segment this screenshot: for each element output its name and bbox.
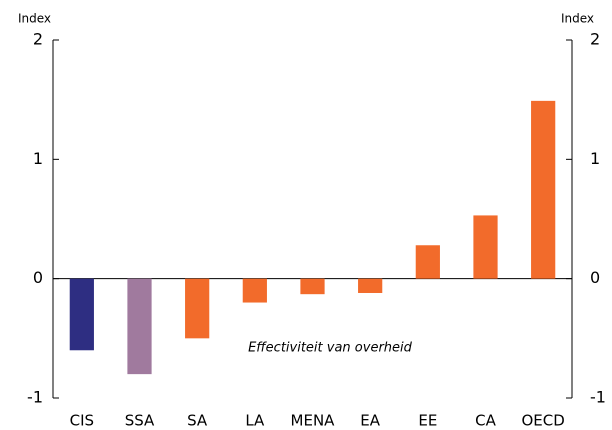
y2-axis-label: Index xyxy=(561,12,594,26)
x-tick-label: EA xyxy=(360,412,380,430)
x-tick-label: MENA xyxy=(291,412,336,430)
bar xyxy=(127,278,152,375)
bar xyxy=(185,278,210,339)
y2-tick-label: -1 xyxy=(590,388,606,407)
bar xyxy=(415,245,440,279)
y2-tick-label: 1 xyxy=(590,149,600,168)
x-tick-label: EE xyxy=(418,412,437,430)
bar xyxy=(242,278,267,303)
bar xyxy=(69,278,94,351)
x-tick-label: OECD xyxy=(522,412,565,430)
bar xyxy=(531,100,556,279)
y2-tick-label: 0 xyxy=(590,268,600,287)
bar xyxy=(300,278,325,295)
y-tick-label: 2 xyxy=(33,30,43,49)
x-tick-label: SSA xyxy=(125,412,155,430)
y-tick-label: -1 xyxy=(27,388,43,407)
bar xyxy=(358,278,383,293)
x-tick-label: LA xyxy=(245,412,265,430)
annotation: Effectiviteit van overheid xyxy=(248,341,413,356)
x-tick-label: CIS xyxy=(70,412,94,430)
y-tick-label: 1 xyxy=(33,149,43,168)
y2-tick-label: 2 xyxy=(590,30,600,49)
y-axis-label: Index xyxy=(18,12,51,26)
y-tick-label: 0 xyxy=(33,268,43,287)
x-tick-label: CA xyxy=(475,412,496,430)
x-tick-label: SA xyxy=(187,412,208,430)
bar xyxy=(473,215,498,279)
